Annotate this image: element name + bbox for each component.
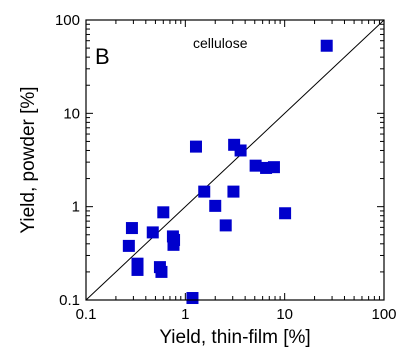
- data-point-10: [279, 207, 292, 220]
- data-point-1: [189, 140, 202, 153]
- data-point-4: [249, 159, 262, 172]
- y-tick-label: 1: [72, 199, 80, 216]
- data-point-18: [167, 238, 180, 251]
- data-point-13: [125, 222, 138, 235]
- data-point-23: [186, 292, 199, 305]
- data-point-20: [131, 263, 144, 276]
- plot-frame: [85, 19, 385, 301]
- data-point-9: [209, 199, 222, 212]
- y-axis-label: Yield, powder [%]: [18, 86, 39, 233]
- x-axis-label: Yield, thin-film [%]: [159, 327, 310, 348]
- data-point-14: [146, 226, 159, 239]
- x-tick-label: 0.1: [76, 306, 97, 323]
- data-point-7: [198, 185, 211, 198]
- x-tick-label: 10: [276, 306, 293, 323]
- y-tick-label: 100: [55, 12, 80, 29]
- data-point-8: [227, 185, 240, 198]
- data-point-3: [234, 144, 247, 157]
- y-tick-label: 10: [63, 105, 80, 122]
- data-point-17: [122, 239, 135, 252]
- data-point-6: [267, 161, 280, 174]
- data-point-11: [219, 219, 232, 232]
- data-point-22: [155, 265, 168, 278]
- annotation-cellulose: cellulose: [193, 35, 248, 51]
- reference-line-y-equals-x: [85, 19, 385, 301]
- data-point-12: [157, 206, 170, 219]
- panel-label: B: [95, 44, 110, 69]
- data-point-0: [320, 39, 333, 52]
- x-tick-label: 1: [181, 306, 189, 323]
- y-tick-label: 0.1: [59, 292, 80, 309]
- x-tick-label: 100: [371, 306, 396, 323]
